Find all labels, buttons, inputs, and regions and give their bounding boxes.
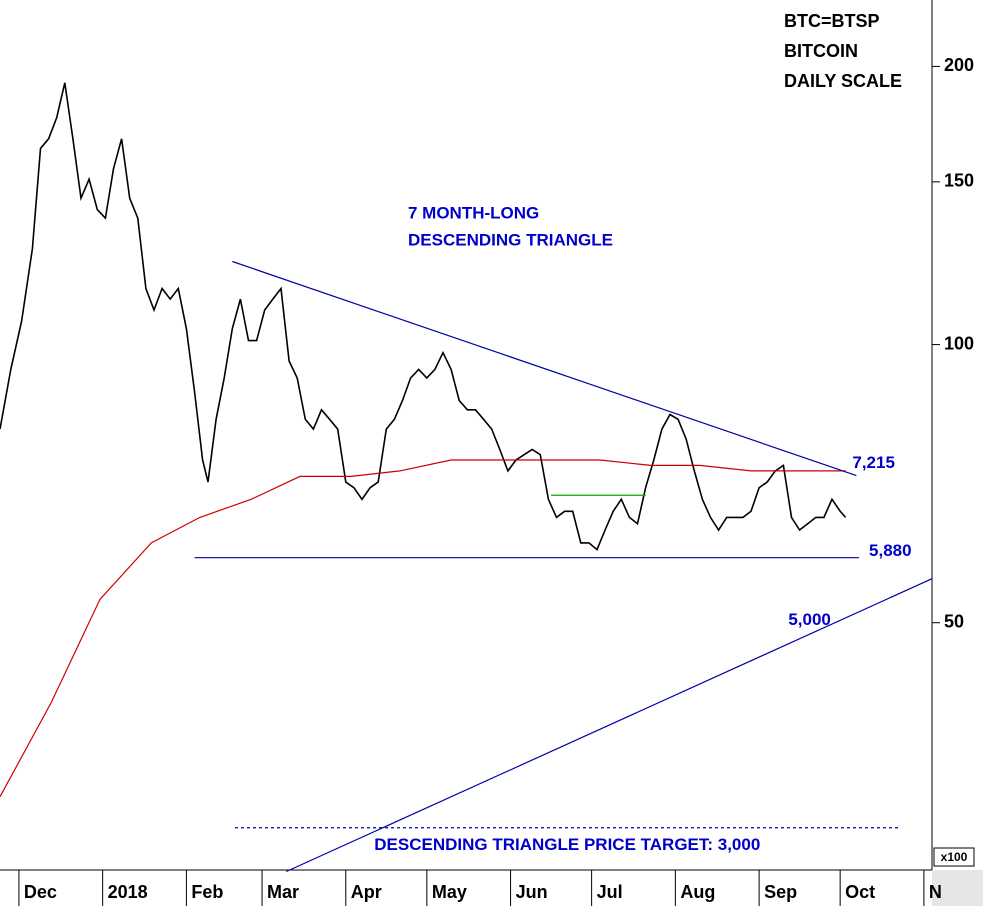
trend-line [286,578,933,873]
annotation: 7 MONTH-LONG [408,203,539,222]
y-tick-label: 150 [944,171,974,191]
x-tick-label: 2018 [108,882,148,902]
x-tick-label: Aug [680,882,715,902]
y-tick-label: 100 [944,333,974,353]
unit-box [933,847,975,867]
x-tick-label: Feb [191,882,223,902]
corner [932,870,983,906]
y-unit: x100 [941,850,968,864]
x-tick-label: Jul [597,882,623,902]
x-tick-label: Sep [764,882,797,902]
annotation: DESCENDING TRIANGLE [408,230,613,249]
x-tick-label: Dec [24,882,57,902]
trend-line [232,260,857,477]
y-tick-label: 200 [944,55,974,75]
trend-label: 7,215 [852,453,895,472]
price-line [0,82,847,551]
title-line: BTC=BTSP [784,11,880,31]
x-tick-label: Oct [845,882,875,902]
trend-label: 5,880 [869,541,912,560]
x-tick-label: N [929,882,942,902]
x-tick-label: Mar [267,882,299,902]
trend-label: 5,000 [788,610,831,629]
x-tick-label: Apr [351,882,382,902]
x-tick-label: Jun [516,882,548,902]
x-tick-label: May [432,882,467,902]
title-line: DAILY SCALE [784,71,902,91]
trend-label: DESCENDING TRIANGLE PRICE TARGET: 3,000 [374,835,760,854]
title-line: BITCOIN [784,41,858,61]
y-tick-label: 50 [944,611,964,631]
price-line [0,459,846,798]
